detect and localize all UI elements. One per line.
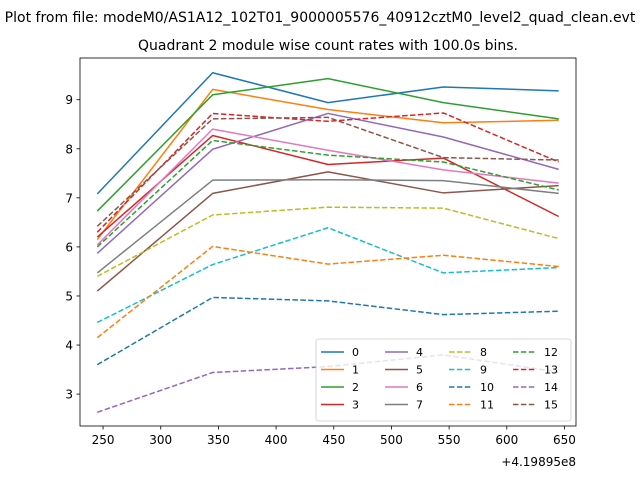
series-line-7 [96, 178, 559, 274]
y-tick-label-7: 7 [65, 191, 73, 205]
y-tick-label-9: 9 [65, 93, 73, 107]
legend-label-4: 4 [416, 346, 423, 359]
x-tick-label-450: 450 [322, 433, 345, 447]
legend-label-9: 9 [480, 364, 487, 377]
legend-label-12: 12 [544, 346, 558, 359]
legend-label-2: 2 [352, 381, 359, 394]
x-offset-label: +4.19895e8 [501, 455, 576, 469]
legend-label-0: 0 [352, 346, 359, 359]
y-tick-label-5: 5 [65, 289, 73, 303]
y-tick-label-6: 6 [65, 240, 73, 254]
series-line-5 [96, 171, 559, 292]
series-line-0 [96, 71, 559, 195]
legend-label-15: 15 [544, 399, 558, 412]
legend-label-1: 1 [352, 364, 359, 377]
x-tick-label-650: 650 [553, 433, 576, 447]
series-line-4 [96, 112, 559, 254]
series-line-3 [96, 134, 560, 238]
y-tick-label-8: 8 [65, 142, 73, 156]
series-line-11 [96, 245, 559, 339]
series-line-1 [96, 88, 559, 241]
legend-label-11: 11 [480, 399, 494, 412]
legend-label-13: 13 [544, 364, 558, 377]
x-tick-label-400: 400 [265, 433, 288, 447]
axes-frame [79, 57, 577, 427]
x-tick-label-500: 500 [380, 433, 403, 447]
figure-suptitle: Plot from file: modeM0/AS1A12_102T01_900… [5, 10, 636, 26]
chart-title: Quadrant 2 module wise count rates with … [138, 38, 518, 54]
series-line-12 [96, 139, 559, 248]
legend-box [315, 338, 572, 422]
legend-label-6: 6 [416, 381, 423, 394]
series-line-2 [96, 77, 559, 212]
series-line-8 [96, 206, 559, 278]
x-tick-label-250: 250 [92, 433, 115, 447]
x-tick-label-550: 550 [438, 433, 461, 447]
y-tick-label-3: 3 [65, 388, 73, 402]
x-tick-label-350: 350 [207, 433, 230, 447]
legend-label-7: 7 [416, 399, 423, 412]
legend-label-10: 10 [480, 381, 494, 394]
series-line-15 [96, 116, 559, 227]
legend-label-14: 14 [544, 381, 558, 394]
legend-label-8: 8 [480, 346, 487, 359]
legend-label-3: 3 [352, 399, 359, 412]
series-line-6 [96, 128, 559, 246]
legend-label-5: 5 [416, 364, 423, 377]
y-tick-label-4: 4 [65, 339, 73, 353]
x-tick-label-300: 300 [149, 433, 172, 447]
x-tick-label-600: 600 [495, 433, 518, 447]
series-line-9 [96, 227, 559, 324]
series-line-13 [96, 112, 559, 233]
series-line-10 [96, 296, 559, 366]
